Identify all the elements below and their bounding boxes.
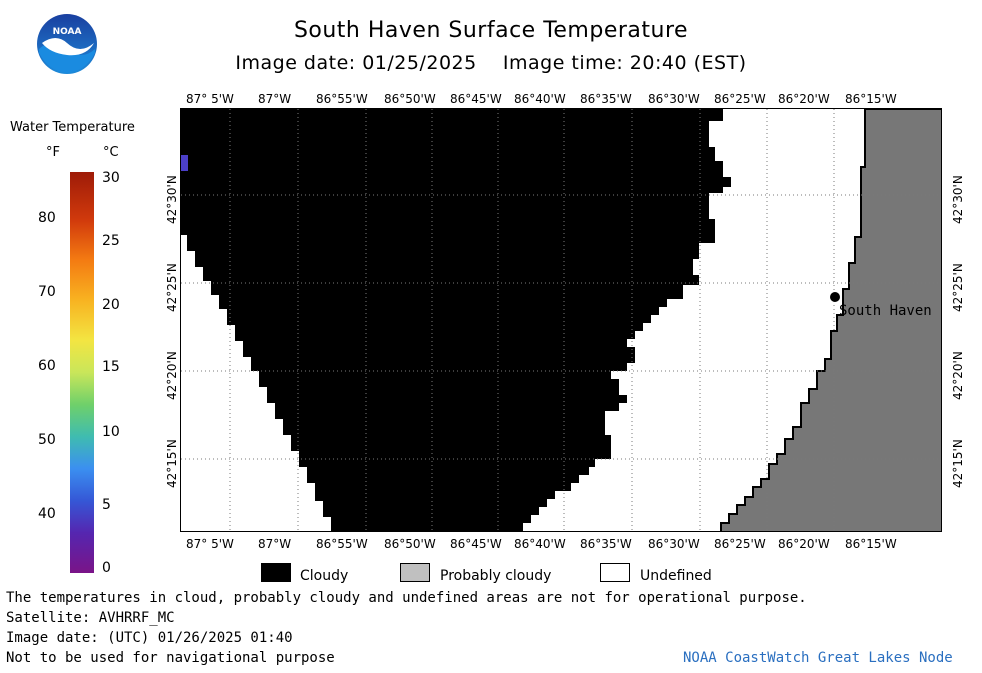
colorbar-title: Water Temperature [10,120,135,135]
graticule [181,109,941,531]
lon-tick-label: 86°40'W [514,92,566,106]
map-svg [181,109,941,531]
map-panel: South Haven [180,108,942,532]
legend-label-cloudy: Cloudy [300,568,349,584]
logo-text: NOAA [52,27,82,37]
lon-tick-label: 87° 5'W [186,537,234,551]
lon-tick-label: 87° 5'W [186,92,234,106]
legend-swatch-undefined [600,563,630,582]
colorbar-c-tick: 0 [102,560,111,576]
lon-tick-label: 86°25'W [714,92,766,106]
legend-swatch-probably-cloudy [400,563,430,582]
legend-label-undefined: Undefined [640,568,712,584]
colorbar-c-tick: 30 [102,170,120,186]
lat-tick-label: 42°20'N [165,351,179,400]
lon-tick-label: 86°20'W [778,92,830,106]
lat-tick-label: 42°25'N [951,263,965,312]
utc-date-text: Image date: (UTC) 01/26/2025 01:40 [6,630,293,646]
lon-tick-label: 86°30'W [648,537,700,551]
legend-label-probably-cloudy: Probably cloudy [440,568,552,584]
lon-tick-label: 87°W [258,92,292,106]
lon-tick-label: 87°W [258,537,292,551]
lat-tick-label: 42°15'N [951,439,965,488]
colorbar-f-tick: 40 [38,506,56,522]
legend-swatch-cloudy [261,563,291,582]
unit-fahrenheit: °F [46,145,60,160]
warm-pixel [181,155,188,171]
image-date-time: Image date: 01/25/2025 Image time: 20:40… [235,52,747,74]
lat-tick-label: 42°25'N [165,263,179,312]
land-area [720,109,941,531]
lon-tick-label: 86°50'W [384,92,436,106]
lon-tick-label: 86°25'W [714,537,766,551]
colorbar-f-tick: 80 [38,210,56,226]
lon-tick-label: 86°35'W [580,537,632,551]
lon-tick-label: 86°35'W [580,92,632,106]
credit-text: NOAA CoastWatch Great Lakes Node [683,650,953,666]
lon-tick-label: 86°55'W [316,537,368,551]
colorbar-f-tick: 70 [38,284,56,300]
colorbar-f-tick: 50 [38,432,56,448]
colorbar-c-tick: 15 [102,359,120,375]
colorbar-c-tick: 20 [102,297,120,313]
place-label: South Haven [839,303,932,319]
south-haven-marker [830,292,840,302]
unit-celsius: °C [103,145,119,160]
satellite-text: Satellite: AVHRRF_MC [6,610,175,626]
cloud-area [181,109,731,531]
colorbar-c-tick: 5 [102,497,111,513]
colorbar-f-tick: 60 [38,358,56,374]
colorbar-c-tick: 10 [102,424,120,440]
lat-tick-label: 42°15'N [165,439,179,488]
colorbar [70,172,94,573]
lon-tick-label: 86°55'W [316,92,368,106]
lon-tick-label: 86°40'W [514,537,566,551]
lat-tick-label: 42°30'N [951,175,965,224]
lat-tick-label: 42°20'N [951,351,965,400]
lon-tick-label: 86°45'W [450,537,502,551]
lon-tick-label: 86°50'W [384,537,436,551]
lon-tick-label: 86°15'W [845,92,897,106]
lon-tick-label: 86°20'W [778,537,830,551]
page-title: South Haven Surface Temperature [293,18,689,43]
noaa-logo: NOAA [36,13,98,75]
disclaimer-text: The temperatures in cloud, probably clou… [6,590,807,606]
lon-tick-label: 86°15'W [845,537,897,551]
navigation-disclaimer: Not to be used for navigational purpose [6,650,335,666]
colorbar-c-tick: 25 [102,233,120,249]
lon-tick-label: 86°45'W [450,92,502,106]
lat-tick-label: 42°30'N [165,175,179,224]
lon-tick-label: 86°30'W [648,92,700,106]
